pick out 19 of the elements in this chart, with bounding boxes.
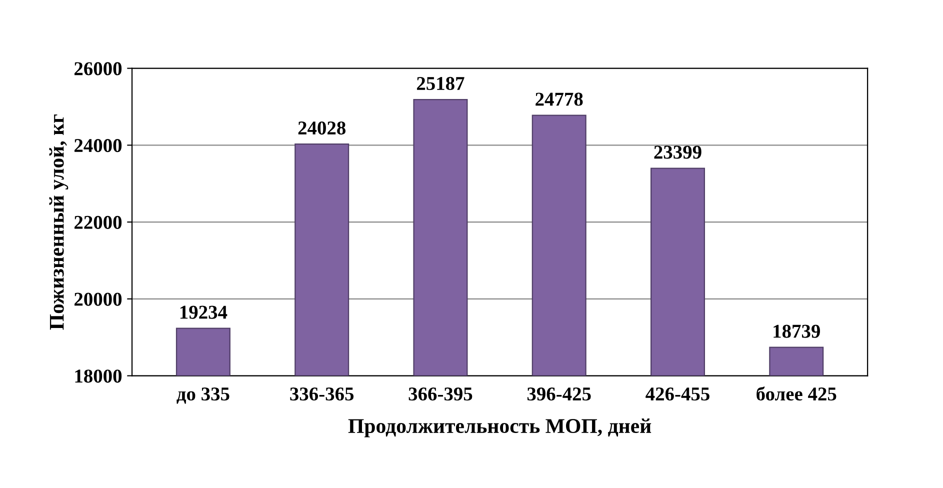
x-tick-label: 336-365 xyxy=(290,387,354,401)
x-tick-label: 366-395 xyxy=(408,387,472,401)
data-label: 18739 xyxy=(774,324,820,338)
data-label: 24778 xyxy=(536,92,583,106)
x-tick-label: 396-425 xyxy=(527,387,591,401)
y-tick-label: 20000 xyxy=(74,292,122,306)
data-label: 24028 xyxy=(298,121,346,135)
data-label: 23399 xyxy=(654,146,702,159)
y-tick-label: 26000 xyxy=(74,62,122,76)
x-tick-label: 426-455 xyxy=(646,387,710,401)
data-label: 19234 xyxy=(180,306,228,319)
x-tick-label: до 335 xyxy=(176,387,230,404)
x-tick-label: более 425 xyxy=(756,386,836,401)
x-axis-title: Продолжительность МОП, дней xyxy=(348,418,652,438)
y-axis-title: Пожизненный улой, кг xyxy=(49,114,68,330)
y-tick-label: 24000 xyxy=(74,138,122,152)
y-tick-label: 18000 xyxy=(75,370,122,383)
y-tick-label: 22000 xyxy=(74,216,122,229)
data-label: 25187 xyxy=(416,76,464,90)
